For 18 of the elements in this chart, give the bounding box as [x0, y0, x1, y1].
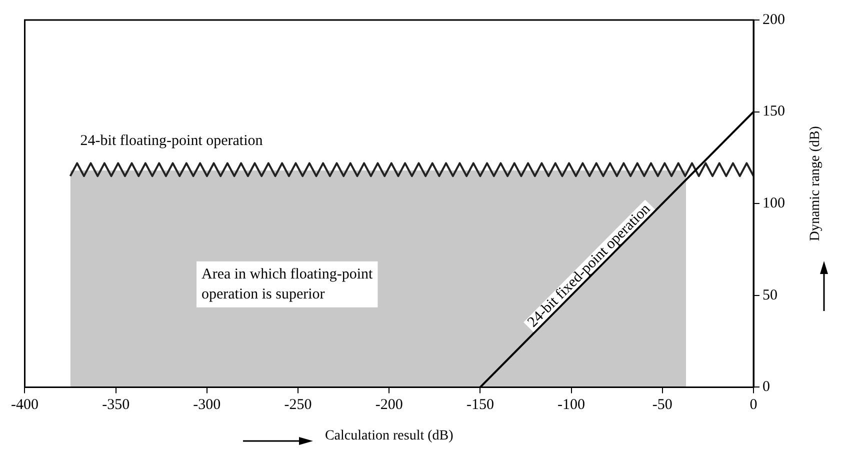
- x-tick-label: -300: [193, 397, 221, 414]
- x-tick-label: -50: [652, 397, 672, 414]
- y-axis-title: Dynamic range (dB): [808, 126, 824, 242]
- x-tick-label: -150: [466, 397, 494, 414]
- x-tick-label: -200: [375, 397, 403, 414]
- x-axis-title: Calculation result (dB): [324, 428, 454, 444]
- series-label: 24-bit floating-point operation: [80, 132, 264, 149]
- x-tick-label: -350: [102, 397, 130, 414]
- x-tick-label: -400: [11, 397, 38, 414]
- y-tick-label: 200: [762, 12, 785, 28]
- y-tick-label: 100: [762, 196, 785, 212]
- y-tick-label: 0: [762, 379, 770, 396]
- y-tick-label: 150: [762, 104, 785, 120]
- y-tick-label: 50: [762, 287, 778, 304]
- x-tick-label: -250: [284, 397, 312, 414]
- annotation: Area in which floating-point operation is superior: [201, 266, 374, 302]
- x-tick-label: 0: [750, 397, 758, 414]
- x-tick-label: -100: [558, 397, 586, 414]
